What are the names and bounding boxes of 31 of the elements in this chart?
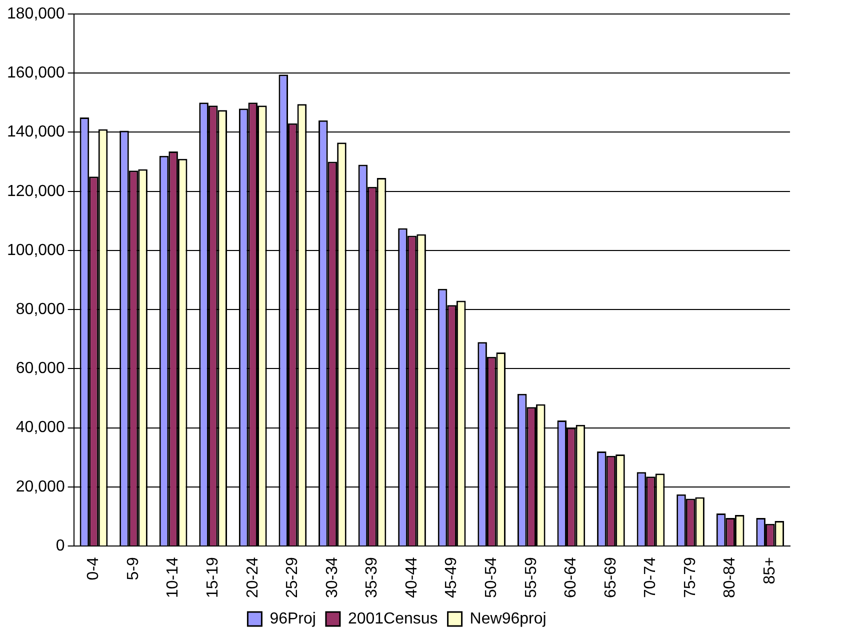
y-tick-label: 140,000	[6, 124, 65, 141]
x-tick-label: 15-19	[204, 556, 222, 598]
x-tick-label: 55-59	[522, 556, 540, 598]
x-tick-label: 80-84	[722, 556, 739, 598]
x-tick-label: 20-24	[244, 556, 262, 598]
legend-label: 96Proj	[270, 610, 316, 628]
x-tick-label: 35-39	[364, 556, 381, 598]
y-tick-label: 0	[56, 537, 65, 554]
x-tick-label: 85+	[762, 557, 779, 584]
x-tick-label: 65-69	[602, 556, 620, 598]
x-tick-label: 25-29	[284, 556, 302, 598]
legend-label: 2001Census	[348, 610, 438, 628]
y-tick-label: 60,000	[16, 360, 65, 378]
y-tick-label: 160,000	[6, 64, 65, 82]
x-tick-label: 0-4	[85, 556, 102, 580]
x-tick-label: 60-64	[562, 556, 580, 598]
y-tick-label: 120,000	[6, 182, 65, 200]
legend-label: New96proj	[470, 610, 546, 628]
x-tick-label: 10-14	[164, 556, 182, 598]
x-tick-label: 40-44	[403, 556, 420, 598]
x-tick-label: 70-74	[642, 556, 660, 598]
x-tick-label: 50-54	[483, 556, 500, 598]
x-tick-label: 30-34	[324, 556, 341, 598]
y-tick-label: 80,000	[16, 301, 65, 318]
y-tick-label: 40,000	[16, 419, 65, 436]
y-tick-label: 100,000	[6, 242, 65, 259]
x-tick-label: 5-9	[124, 556, 142, 580]
x-tick-label: 45-49	[443, 556, 460, 598]
x-tick-label: 75-79	[682, 556, 699, 598]
y-tick-label: 20,000	[16, 478, 65, 496]
y-tick-label: 180,000	[6, 5, 65, 22]
